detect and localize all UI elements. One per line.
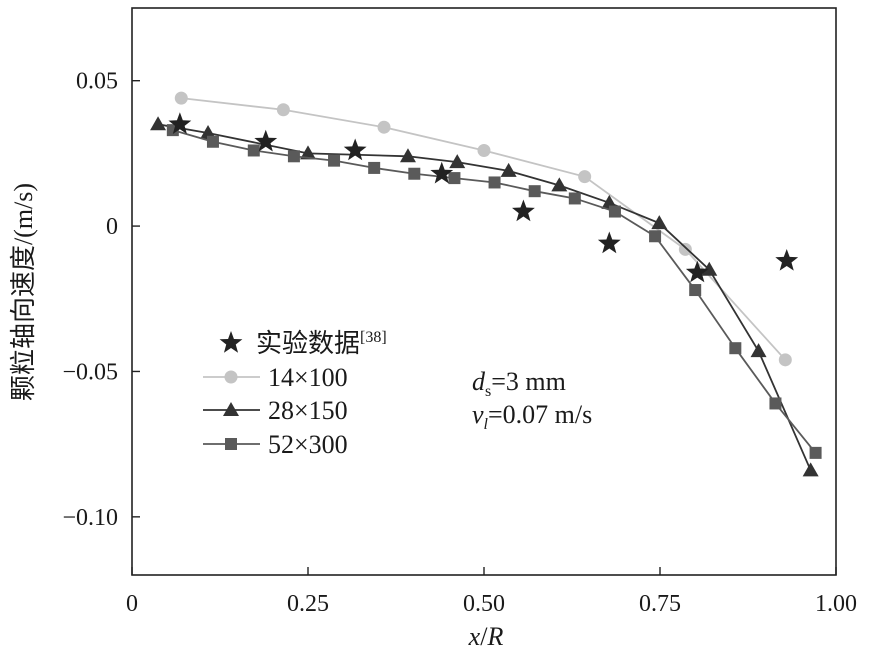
x-axis: 0 0.25 0.50 0.75 1.00 <box>126 567 857 617</box>
data-point <box>601 194 618 209</box>
y-axis: 0.05 0 −0.05 −0.10 <box>62 69 140 531</box>
series-2 <box>150 116 819 477</box>
y-tick-label: 0 <box>106 214 118 240</box>
legend-marker <box>219 331 243 353</box>
data-point <box>328 154 341 167</box>
data-point <box>408 167 421 180</box>
x-tick-label: 0.50 <box>463 591 505 617</box>
plot-frame <box>131 7 837 576</box>
data-point <box>689 284 702 297</box>
y-axis-title: 颗粒轴向速度/(m/s) <box>9 183 39 401</box>
data-point <box>568 192 581 205</box>
data-point <box>729 342 742 355</box>
series-line <box>181 97 786 361</box>
y-tick-label: −0.10 <box>62 505 118 531</box>
data-point <box>368 161 381 174</box>
legend: 实验数据[38] 14×100 28×150 52×300 <box>203 329 387 459</box>
data-point <box>430 161 454 184</box>
data-point <box>769 397 782 410</box>
data-point <box>206 135 219 148</box>
annotation: ds=3 mm vl=0.07 m/s <box>472 367 592 433</box>
data-point <box>701 261 718 276</box>
data-point <box>802 462 819 477</box>
data-point <box>343 138 367 161</box>
legend-item: 14×100 <box>203 363 348 392</box>
x-tick-label: 1.00 <box>815 591 857 617</box>
data-point <box>200 125 217 140</box>
data-point <box>809 446 822 459</box>
x-tick-label: 0.25 <box>287 591 329 617</box>
data-point <box>551 177 568 192</box>
data-point <box>597 231 621 254</box>
data-point <box>678 242 692 256</box>
data-point <box>649 230 662 243</box>
data-point <box>399 148 416 163</box>
data-point <box>778 353 792 367</box>
data-point <box>174 91 188 105</box>
series-0 <box>168 112 799 283</box>
data-point <box>512 199 535 222</box>
legend-label: 实验数据[38] <box>256 329 387 359</box>
data-point <box>254 129 278 152</box>
data-point <box>488 176 501 189</box>
data-point <box>300 145 316 160</box>
data-point <box>651 215 668 230</box>
data-point <box>685 260 709 283</box>
legend-label: 52×300 <box>268 430 348 459</box>
data-point <box>276 103 290 117</box>
data-point <box>449 154 466 169</box>
series-1 <box>174 91 792 367</box>
x-tick-label: 0.75 <box>639 591 681 617</box>
legend-marker <box>224 370 238 384</box>
data-point <box>750 343 767 358</box>
y-tick-label: 0.05 <box>76 69 118 95</box>
data-point <box>775 248 799 271</box>
data-point <box>608 205 621 218</box>
data-point <box>247 144 260 157</box>
series-line <box>157 123 812 471</box>
series-3 <box>166 124 822 459</box>
x-tick-label: 0 <box>126 591 138 617</box>
data-point <box>287 150 300 163</box>
legend-marker <box>223 402 239 416</box>
annotation-liquid-velocity: vl=0.07 m/s <box>472 400 592 433</box>
data-point <box>578 170 592 184</box>
data-point <box>448 172 461 185</box>
legend-item: 实验数据[38] <box>219 329 387 359</box>
legend-label: 28×150 <box>268 396 348 425</box>
data-point <box>150 116 167 131</box>
y-tick-label: −0.05 <box>62 359 118 385</box>
legend-item: 52×300 <box>203 430 348 459</box>
data-point <box>377 120 391 134</box>
data-point <box>500 162 517 177</box>
legend-label: 14×100 <box>268 363 348 392</box>
data-point <box>168 112 192 135</box>
chart-marks <box>150 91 822 477</box>
annotation-particle-diameter: ds=3 mm <box>472 367 566 400</box>
legend-marker <box>225 438 237 450</box>
data-point <box>477 143 491 157</box>
x-axis-title: x/R <box>468 622 504 651</box>
legend-item: 28×150 <box>203 396 348 425</box>
data-point <box>528 185 541 198</box>
